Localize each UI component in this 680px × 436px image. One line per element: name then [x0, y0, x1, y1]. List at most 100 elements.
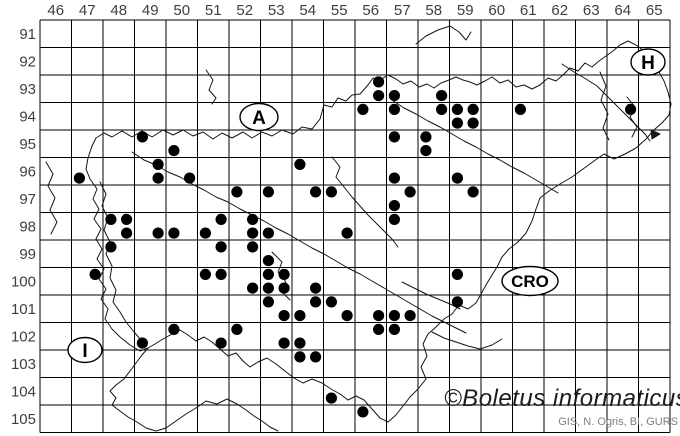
occurrence-dot: [514, 103, 527, 115]
occurrence-dot: [451, 117, 463, 129]
occurrence-dot: [152, 227, 164, 239]
occurrence-dot: [294, 158, 306, 170]
occurrence-dot: [278, 282, 290, 294]
col-label: 46: [47, 2, 64, 19]
occurrence-dot: [247, 282, 259, 294]
occurrence-dot: [325, 296, 337, 308]
col-label: 59: [457, 2, 474, 19]
country-ellipse-italy: [67, 336, 103, 364]
occurrence-dot: [278, 337, 290, 349]
col-label: 56: [362, 2, 379, 19]
row-label: 95: [19, 136, 36, 153]
occurrence-dot: [388, 323, 400, 335]
river-path: [561, 63, 651, 142]
slovenia-border-path: [85, 40, 672, 423]
country-label-croatia: CRO: [511, 272, 549, 291]
grid-lines: [39, 19, 671, 433]
country-ellipse-hungary: [630, 48, 666, 76]
occurrence-dot: [310, 282, 322, 294]
occurrence-dot: [373, 90, 385, 102]
col-label: 58: [425, 2, 442, 19]
river-path: [626, 96, 638, 138]
occurrence-dot: [168, 145, 180, 157]
col-label: 50: [173, 2, 190, 19]
occurrence-dot: [247, 213, 259, 225]
occurrence-dot: [467, 103, 479, 115]
occurrence-dot: [373, 76, 385, 88]
col-label: 61: [520, 2, 537, 19]
col-label: 57: [394, 2, 411, 19]
occurrence-dot: [168, 227, 180, 239]
river-path: [45, 161, 58, 235]
river-path: [401, 281, 461, 310]
occurrence-dot: [325, 186, 337, 198]
occurrence-dot: [215, 213, 227, 225]
row-label: 105: [11, 411, 36, 428]
country-label-hungary: H: [641, 53, 655, 74]
river-path: [599, 71, 610, 141]
occurrence-dot: [467, 117, 479, 129]
attribution-text: GIS, N. Ogris, BI, GURS: [558, 416, 678, 428]
occurrence-dot: [357, 103, 369, 115]
occurrence-dot: [388, 103, 400, 115]
col-label: 55: [331, 2, 348, 19]
col-label: 64: [614, 2, 631, 19]
col-label: 47: [79, 2, 96, 19]
occurrence-dot: [231, 323, 243, 335]
occurrence-dot: [262, 296, 274, 308]
copyright-text: ©Boletus informaticus: [444, 385, 680, 412]
col-label: 54: [299, 2, 316, 19]
col-label: 49: [142, 2, 159, 19]
row-label: 92: [19, 53, 36, 70]
occurrence-dot: [215, 337, 227, 349]
occurrence-dot: [388, 90, 400, 102]
occurrence-dot: [199, 268, 211, 280]
river-path: [415, 25, 472, 45]
axis-labels: 46 47 48 49 50 51 52 53 54 55 56 57 58 59 60 61 62 63 64 65…: [11, 2, 663, 428]
row-label: 99: [19, 246, 36, 263]
row-label: 93: [19, 81, 36, 98]
col-label: 48: [110, 2, 127, 19]
row-label: 96: [19, 163, 36, 180]
river-path: [131, 151, 467, 334]
occurrence-dot: [121, 227, 133, 239]
river-path: [391, 99, 559, 194]
occurrence-dot: [136, 337, 148, 349]
row-label: 97: [19, 191, 36, 208]
occurrence-dot: [373, 310, 385, 322]
occurrence-dot: [73, 172, 85, 184]
river-path: [331, 156, 399, 248]
occurrence-dot: [404, 186, 416, 198]
occurrence-dot: [184, 172, 196, 184]
occurrence-dot: [388, 200, 400, 212]
row-label: 101: [11, 301, 36, 318]
river-path: [99, 181, 143, 342]
col-label: 65: [646, 2, 663, 19]
occurrence-dot: [152, 158, 164, 170]
occurrence-dot: [420, 145, 432, 157]
occurrence-dot: [388, 172, 400, 184]
occurrence-dot: [388, 213, 400, 225]
col-label: 63: [583, 2, 600, 19]
occurrence-dot: [105, 213, 117, 225]
occurrence-dot: [247, 227, 259, 239]
occurrence-dot: [152, 172, 164, 184]
occurrence-dot: [404, 310, 416, 322]
col-label: 62: [551, 2, 568, 19]
occurrence-dot: [262, 268, 274, 280]
occurrence-dot: [136, 131, 148, 143]
occurrence-dot: [451, 103, 463, 115]
occurrence-dot: [310, 186, 322, 198]
occurrence-dot: [215, 268, 227, 280]
occurrence-dot: [625, 103, 637, 115]
occurrence-dot: [262, 255, 274, 267]
country-label-italy: I: [82, 341, 87, 362]
country-ellipse-croatia: [501, 265, 559, 297]
occurrence-dot: [262, 186, 274, 198]
occurrence-dot: [294, 351, 306, 363]
occurrence-dot: [341, 227, 353, 239]
occurrence-dot: [105, 241, 117, 253]
occurrence-dot: [373, 323, 385, 335]
occurrence-dots: [73, 76, 637, 418]
